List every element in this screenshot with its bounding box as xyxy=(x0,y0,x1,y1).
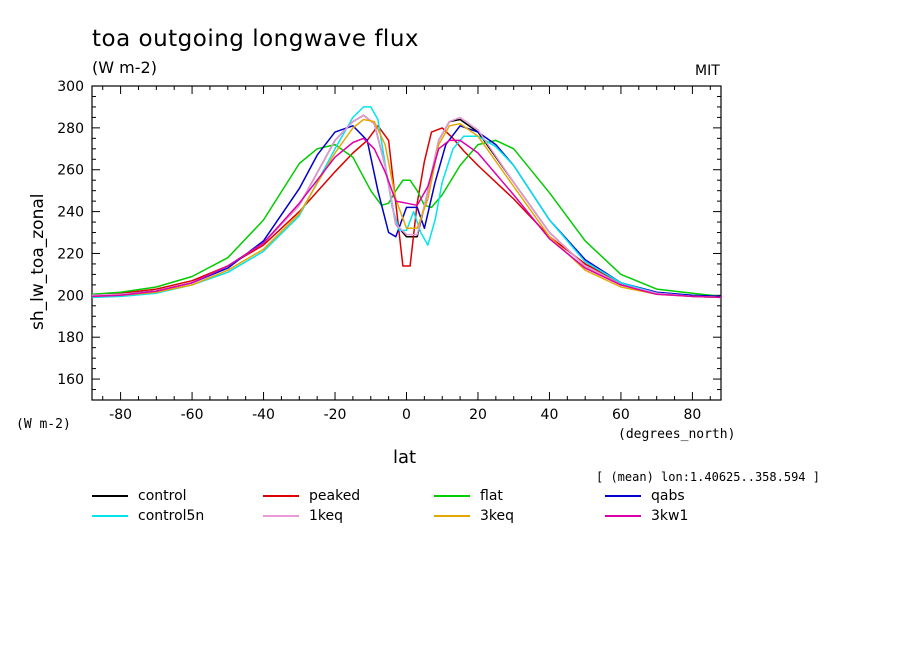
y-tick-label: 200 xyxy=(57,288,84,304)
x-tick-label: -20 xyxy=(324,407,347,423)
legend-swatch xyxy=(92,515,128,517)
chart-source: MIT xyxy=(695,63,720,79)
mean-note: [ (mean) lon:1.40625..358.594 ] xyxy=(596,470,820,484)
legend-label: qabs xyxy=(651,488,685,504)
y-tick-label: 260 xyxy=(57,163,84,179)
x-tick-label: 0 xyxy=(402,407,411,423)
y-tick-label: 300 xyxy=(57,79,84,95)
legend-swatch xyxy=(605,495,641,497)
legend-label: control xyxy=(138,488,187,504)
legend-swatch xyxy=(263,515,299,517)
chart-units: (W m-2) xyxy=(92,58,157,77)
x-tick-label: 20 xyxy=(469,407,487,423)
series-line-1keq xyxy=(91,114,722,299)
y-tick-label: 160 xyxy=(57,372,84,388)
legend-label: peaked xyxy=(309,488,361,504)
series-line-control5n xyxy=(91,106,722,299)
x-tick-label: 40 xyxy=(541,407,559,423)
legend-swatch xyxy=(263,495,299,497)
legend-label: 3keq xyxy=(480,508,515,524)
legend-swatch xyxy=(434,515,470,517)
legend-swatch xyxy=(434,495,470,497)
x-tick-label: -40 xyxy=(252,407,275,423)
x-tick-label: -60 xyxy=(181,407,204,423)
y-tick-label: 220 xyxy=(57,246,84,262)
x-tick-label: -80 xyxy=(109,407,132,423)
x-axis-units: (degrees_north) xyxy=(618,427,736,442)
legend-swatch xyxy=(605,515,641,517)
y-axis-units: (W m-2) xyxy=(16,417,71,432)
y-tick-label: 240 xyxy=(57,205,84,221)
y-tick-label: 280 xyxy=(57,121,84,137)
legend-label: 3kw1 xyxy=(651,508,689,524)
series-line-control xyxy=(91,114,722,299)
series-line-qabs xyxy=(91,125,722,298)
legend-swatch xyxy=(92,495,128,497)
legend-label: flat xyxy=(480,488,503,504)
x-tick-label: 60 xyxy=(612,407,630,423)
series-line-3kw1 xyxy=(91,137,722,299)
chart-title: toa outgoing longwave flux xyxy=(92,26,420,52)
plot-frame xyxy=(91,85,722,401)
series-line-flat xyxy=(91,139,722,298)
series-line-peaked xyxy=(91,125,722,299)
x-axis-label: lat xyxy=(393,447,417,468)
x-tick-label: 80 xyxy=(683,407,701,423)
legend-label: control5n xyxy=(138,508,205,524)
y-tick-label: 180 xyxy=(57,330,84,346)
legend-label: 1keq xyxy=(309,508,344,524)
